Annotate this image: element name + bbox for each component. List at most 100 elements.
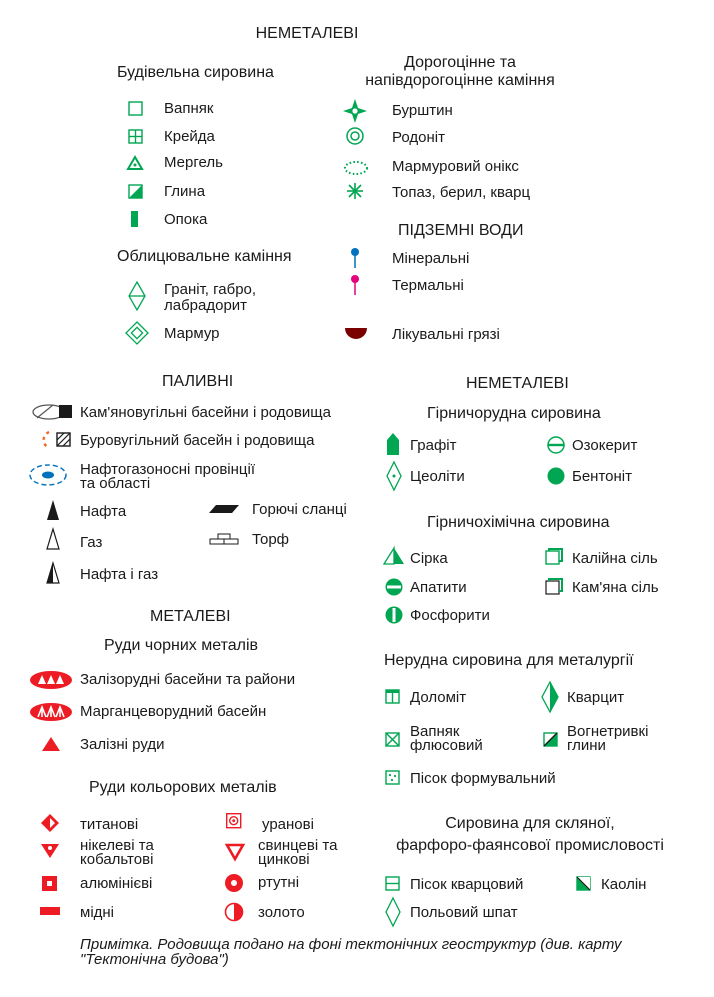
note-line-1: Примітка. Родовища подано на фоні тектон… <box>80 936 622 953</box>
mining-chem-heading: Гірничохімічна сировина <box>427 514 610 531</box>
fuel-item-3b: та області <box>80 475 151 492</box>
metallurgy-item-4: Вогнетривкі <box>567 723 649 740</box>
ferrous-item-2: Марганцеворудний басейн <box>80 703 267 720</box>
mining-ore-heading: Гірничорудна сировина <box>427 405 601 422</box>
metallurgy-item-2: Кварцит <box>567 689 625 706</box>
mud-semicircle-icon <box>344 327 368 341</box>
metallurgy-heading: Нерудна сировина для металургії <box>384 652 634 669</box>
fuel-heading: ПАЛИВНІ <box>162 373 234 390</box>
lead-zinc-icon <box>224 843 246 862</box>
ferrous-item-3: Залізні руди <box>80 736 165 753</box>
mercury-icon <box>224 873 244 893</box>
nonmetal2-heading: НЕМЕТАЛЕВІ <box>466 375 569 392</box>
molding-sand-icon <box>385 770 401 786</box>
water-item-2: Термальні <box>392 277 464 294</box>
fuel-item-oil: Нафта <box>80 503 127 520</box>
water-heading: ПІДЗЕМНІ ВОДИ <box>398 222 524 239</box>
glass-heading-1: Сировина для скляної, <box>445 815 615 832</box>
diamond-square-icon <box>125 321 149 345</box>
metallurgy-item-5: Пісок формувальний <box>410 770 556 787</box>
kaolin-icon <box>576 876 592 892</box>
nonferrous-left-3: алюмінієві <box>80 875 153 892</box>
mining-chem-item-5: Фосфорити <box>410 607 490 624</box>
manganese-basin-icon <box>29 702 73 722</box>
nonferrous-heading: Руди кольорових металів <box>89 779 277 796</box>
metal-heading: МЕТАЛЕВІ <box>150 608 231 625</box>
mining-chem-item-3: Апатити <box>410 579 467 596</box>
precious-item-4: Топаз, берил, кварц <box>392 184 531 201</box>
fuel-item-oilgas: Нафта і газ <box>80 566 159 583</box>
nonferrous-left-1: титанові <box>80 816 139 833</box>
fuel-item-peat: Торф <box>252 531 290 548</box>
mining-chem-item-4: Кам'яна сіль <box>572 579 659 596</box>
fuel-item-1: Кам'яновугільні басейни і родовища <box>80 404 331 421</box>
refractory-clay-icon <box>543 732 559 748</box>
fuel-item-2: Буровугільний басейн і родовища <box>80 432 315 449</box>
glass-item-2: Каолін <box>601 876 647 893</box>
dolomite-icon <box>385 689 401 705</box>
precious-item-2: Родоніт <box>392 129 445 146</box>
triangle-dot-icon <box>126 155 144 171</box>
mining-ore-item-1: Графіт <box>410 437 457 454</box>
metallurgy-item-1: Доломіт <box>410 689 467 706</box>
nonferrous-right-2: свинцеві та <box>258 837 338 854</box>
mining-ore-item-2: Озокерит <box>572 437 638 454</box>
aluminium-icon <box>42 876 58 892</box>
metallurgy-item-3: Вапняк <box>410 723 460 740</box>
fuel-item-shale: Горючі сланці <box>252 501 347 518</box>
water-item-1: Мінеральні <box>392 250 470 267</box>
oil-icon <box>46 499 60 521</box>
precious-item-1: Бурштин <box>392 102 453 119</box>
building-item-1: Вапняк <box>164 100 214 117</box>
dotted-oval-icon <box>343 160 369 176</box>
facing-item-2: Мармур <box>164 325 220 342</box>
asterisk-icon <box>346 182 364 200</box>
peat-icon <box>209 532 239 546</box>
precious-heading-1: Дорогоцінне та <box>404 54 516 71</box>
graphite-icon <box>387 433 399 455</box>
square-outline-icon <box>128 101 144 117</box>
iron-ore-icon <box>41 736 61 752</box>
building-item-4: Глина <box>164 183 206 200</box>
precious-heading-2: напівдорогоцінне каміння <box>365 72 555 89</box>
note-line-2: "Тектонічна будова") <box>80 951 229 968</box>
iron-basin-icon <box>29 670 73 690</box>
oil-shale-icon <box>208 504 240 514</box>
ferrous-heading: Руди чорних металів <box>104 637 259 654</box>
building-heading: Будівельна сировина <box>117 64 274 81</box>
nonferrous-right-2b: цинкові <box>258 851 310 868</box>
half-filled-square-icon <box>128 184 144 200</box>
glass-heading-2: фарфоро-фаянсової промисловості <box>396 837 664 854</box>
facing-heading: Облицювальне каміння <box>117 248 292 265</box>
uranium-icon <box>225 812 242 829</box>
copper-icon <box>40 907 62 917</box>
magenta-drop-icon <box>350 274 360 296</box>
titanium-icon <box>40 813 60 833</box>
potash-salt-icon <box>545 548 563 566</box>
feldspar-icon <box>385 896 401 928</box>
top-title: НЕМЕТАЛЕВІ <box>255 25 359 42</box>
four-point-star-icon <box>343 99 367 123</box>
gold-icon <box>224 902 244 922</box>
mining-chem-item-1: Сірка <box>410 550 448 567</box>
bentonite-icon <box>547 467 565 485</box>
precious-item-3: Мармуровий онікс <box>392 158 519 175</box>
coal-basin-icon <box>31 403 75 421</box>
nickel-cobalt-icon <box>40 843 60 859</box>
building-item-2: Крейда <box>164 128 215 145</box>
quartzite-icon <box>541 680 559 714</box>
oil-gas-province-icon <box>28 462 68 488</box>
water-item-3: Лікувальні грязі <box>392 326 500 343</box>
brown-coal-icon <box>31 430 75 450</box>
building-item-5: Опока <box>164 211 208 228</box>
mining-ore-item-4: Бентоніт <box>572 468 632 485</box>
square-grid-icon <box>128 129 144 145</box>
metallurgy-item-4b: глини <box>567 737 606 754</box>
filled-bar-icon <box>131 211 139 227</box>
fuel-item-gas: Газ <box>80 534 103 551</box>
blue-drop-icon <box>350 247 360 269</box>
facing-item-1b: лабрадорит <box>164 297 248 314</box>
glass-item-1: Пісок кварцовий <box>410 876 524 893</box>
facing-item-1: Граніт, габро, <box>164 281 257 298</box>
mining-ore-item-3: Цеоліти <box>410 468 465 485</box>
